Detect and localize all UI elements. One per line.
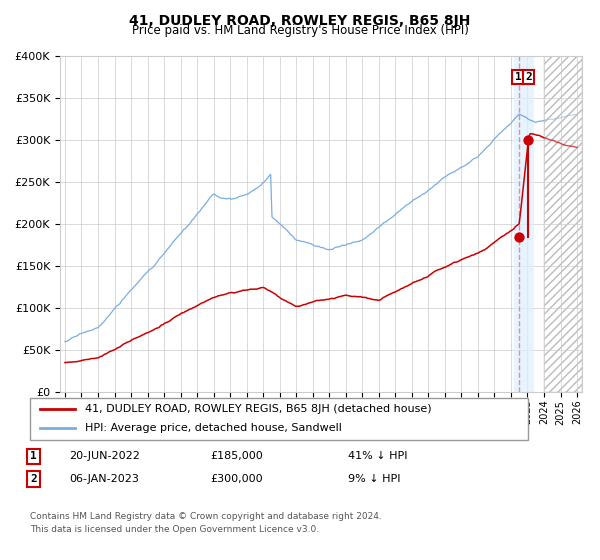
Text: 1: 1 xyxy=(30,451,37,461)
Point xyxy=(514,232,524,241)
Text: Price paid vs. HM Land Registry's House Price Index (HPI): Price paid vs. HM Land Registry's House … xyxy=(131,24,469,36)
Text: HPI: Average price, detached house, Sandwell: HPI: Average price, detached house, Sand… xyxy=(85,423,341,433)
Bar xyxy=(544,56,582,392)
Text: 41, DUDLEY ROAD, ROWLEY REGIS, B65 8JH (detached house): 41, DUDLEY ROAD, ROWLEY REGIS, B65 8JH (… xyxy=(85,404,431,414)
Text: £300,000: £300,000 xyxy=(210,474,263,484)
Text: 41, DUDLEY ROAD, ROWLEY REGIS, B65 8JH: 41, DUDLEY ROAD, ROWLEY REGIS, B65 8JH xyxy=(130,14,470,28)
FancyBboxPatch shape xyxy=(30,398,528,440)
Text: Contains HM Land Registry data © Crown copyright and database right 2024.
This d: Contains HM Land Registry data © Crown c… xyxy=(30,512,382,534)
Text: 20-JUN-2022: 20-JUN-2022 xyxy=(69,451,140,461)
Text: 41% ↓ HPI: 41% ↓ HPI xyxy=(348,451,407,461)
Point xyxy=(523,136,533,144)
Bar xyxy=(514,56,535,392)
Text: 2: 2 xyxy=(30,474,37,484)
Text: 2: 2 xyxy=(525,72,532,82)
Text: £185,000: £185,000 xyxy=(210,451,263,461)
Text: 1: 1 xyxy=(515,72,521,82)
Text: 9% ↓ HPI: 9% ↓ HPI xyxy=(348,474,401,484)
Text: 06-JAN-2023: 06-JAN-2023 xyxy=(69,474,139,484)
